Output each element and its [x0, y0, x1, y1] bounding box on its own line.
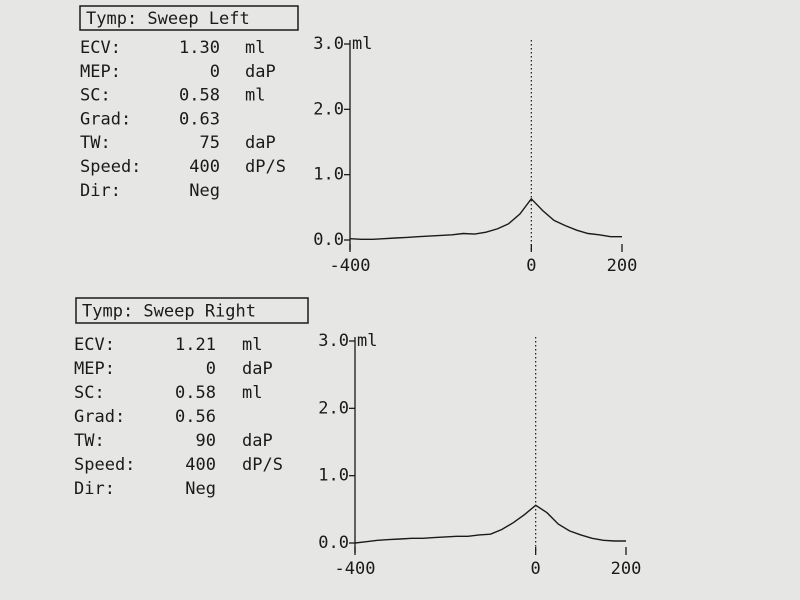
param-label: TW:	[80, 133, 111, 153]
param-label: Speed:	[80, 157, 141, 177]
param-label: TW:	[74, 431, 105, 451]
param-unit: ml	[242, 335, 262, 355]
param-unit: ml	[245, 38, 265, 58]
param-value: 0.63	[179, 109, 220, 129]
param-value: 0.58	[179, 86, 220, 106]
y-axis-label: ml	[357, 331, 377, 351]
param-label: ECV:	[74, 335, 115, 355]
y-tick-label: 0.0	[318, 533, 349, 553]
param-label: MEP:	[80, 62, 121, 82]
y-tick-label: 0.0	[313, 230, 344, 250]
y-axis-label: ml	[352, 34, 372, 54]
param-value: 1.30	[179, 38, 220, 58]
param-label: Dir:	[80, 181, 121, 201]
param-unit: daP	[245, 133, 276, 153]
param-label: SC:	[74, 383, 105, 403]
param-label: Speed:	[74, 455, 135, 475]
y-tick-label: 1.0	[318, 466, 349, 486]
param-unit: daP	[242, 431, 273, 451]
x-tick-label: 0	[526, 256, 536, 276]
y-tick-label: 2.0	[318, 398, 349, 418]
param-label: Grad:	[80, 109, 131, 129]
param-value: 0	[206, 359, 216, 379]
y-tick-label: 3.0	[318, 331, 349, 351]
param-value: 1.21	[175, 335, 216, 355]
panel-title: Tymp: Sweep Right	[82, 302, 256, 322]
param-label: MEP:	[74, 359, 115, 379]
param-label: Dir:	[74, 479, 115, 499]
x-tick-label: -400	[330, 256, 371, 276]
param-unit: ml	[242, 383, 262, 403]
y-tick-label: 2.0	[313, 99, 344, 119]
param-value: 400	[185, 455, 216, 475]
panel-title: Tymp: Sweep Left	[86, 9, 250, 29]
data-line	[349, 197, 622, 240]
param-value: 400	[189, 157, 220, 177]
x-tick-label: -400	[335, 559, 376, 579]
x-tick-label: 0	[531, 559, 541, 579]
title-box	[75, 297, 309, 324]
param-value: Neg	[185, 479, 216, 499]
param-unit: ml	[245, 86, 265, 106]
data-line	[354, 504, 626, 544]
param-value: 0.58	[175, 383, 216, 403]
param-unit: daP	[242, 359, 273, 379]
param-value: 75	[200, 133, 220, 153]
x-tick-label: 200	[611, 559, 642, 579]
param-unit: daP	[245, 62, 276, 82]
y-tick-label: 3.0	[313, 34, 344, 54]
param-unit: dP/S	[242, 455, 283, 475]
param-label: Grad:	[74, 407, 125, 427]
x-tick-label: 200	[607, 256, 638, 276]
title-box	[79, 5, 299, 31]
param-value: 90	[196, 431, 216, 451]
param-label: ECV:	[80, 38, 121, 58]
param-unit: dP/S	[245, 157, 286, 177]
y-tick-label: 1.0	[313, 165, 344, 185]
param-label: SC:	[80, 86, 111, 106]
param-value: Neg	[189, 181, 220, 201]
param-value: 0.56	[175, 407, 216, 427]
param-value: 0	[210, 62, 220, 82]
